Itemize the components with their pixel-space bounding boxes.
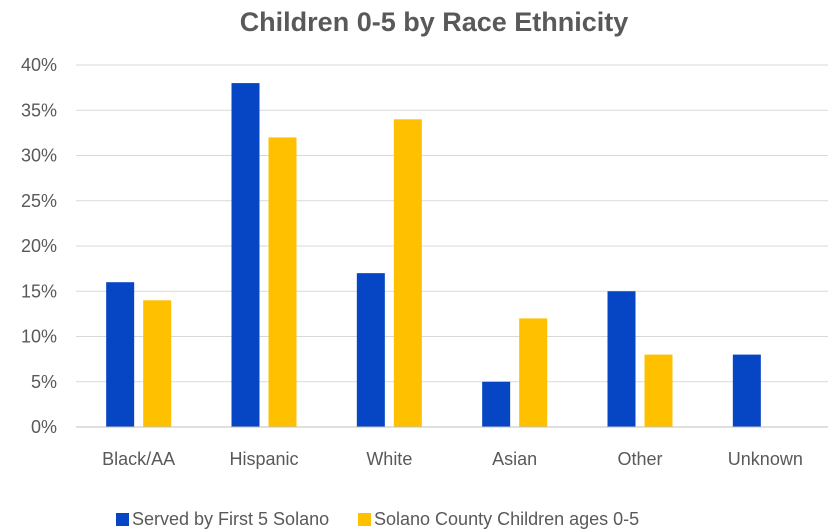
bar-served-black-aa [106, 282, 135, 427]
y-tick-label: 25% [21, 191, 57, 211]
legend-swatch [116, 513, 129, 526]
x-axis-categories: Black/AA Hispanic White Asian Other Unknown [102, 449, 803, 469]
chart-title: Children 0-5 by Race Ethnicity [240, 7, 629, 37]
bar-county-other [644, 354, 673, 427]
y-tick-label: 35% [21, 100, 57, 120]
bar-served-hispanic [231, 83, 260, 427]
x-category-label: Black/AA [102, 449, 175, 469]
x-category-label: Unknown [728, 449, 803, 469]
bar-county-black-aa [143, 300, 172, 427]
bar-served-other [607, 291, 636, 427]
y-tick-label: 10% [21, 327, 57, 347]
x-category-label: Asian [492, 449, 537, 469]
x-category-label: Hispanic [229, 449, 298, 469]
bar-served-white [356, 273, 385, 427]
legend: Served by First 5 Solano Solano County Ch… [116, 509, 639, 529]
bar-served-unknown [732, 354, 761, 427]
y-tick-label: 20% [21, 236, 57, 256]
legend-swatch [358, 513, 371, 526]
bar-county-white [393, 119, 422, 428]
y-tick-label: 15% [21, 281, 57, 301]
bars [106, 83, 761, 428]
gridlines [76, 64, 828, 383]
x-category-label: Other [617, 449, 662, 469]
y-tick-label: 40% [21, 55, 57, 75]
y-axis-ticks: 0% 5% 10% 15% 20% 25% 30% 35% 40% [21, 55, 57, 437]
y-tick-label: 0% [31, 417, 57, 437]
bar-served-asian [482, 381, 511, 427]
bar-county-asian [519, 318, 548, 427]
bar-county-hispanic [268, 137, 297, 427]
y-tick-label: 5% [31, 372, 57, 392]
legend-label: Solano County Children ages 0-5 [374, 509, 639, 529]
x-category-label: White [366, 449, 412, 469]
legend-label: Served by First 5 Solano [132, 509, 329, 529]
y-tick-label: 30% [21, 146, 57, 166]
